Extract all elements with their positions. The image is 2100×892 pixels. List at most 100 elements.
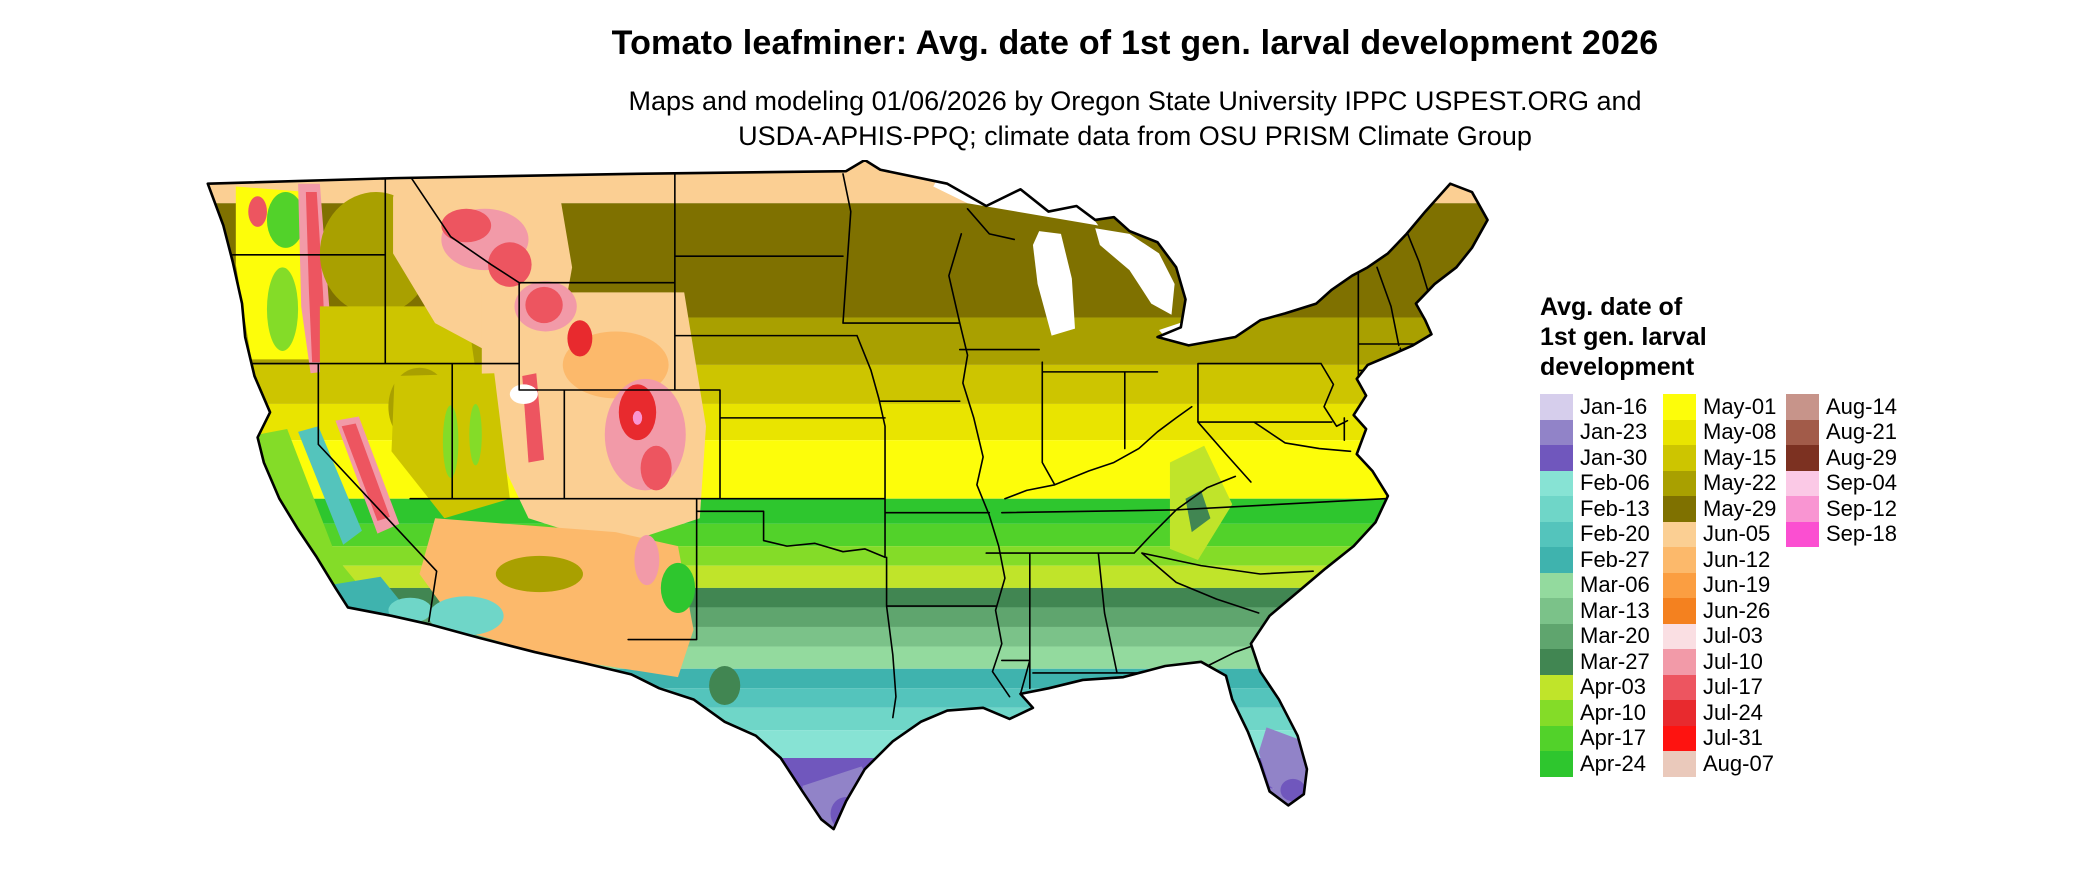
legend-entry: Sep-04	[1786, 470, 1900, 496]
colorado-peak-magenta	[632, 410, 643, 425]
page-subtitle: Maps and modeling 01/06/2026 by Oregon S…	[170, 84, 2100, 154]
nevada-ridge-green-east	[469, 403, 482, 466]
legend-entry: Jan-23	[1540, 419, 1654, 445]
legend-label: Feb-27	[1580, 546, 1650, 572]
legend-swatch-jul-03	[1663, 623, 1696, 649]
nevada-ridge-green-west	[442, 405, 459, 478]
legend-entry: Sep-12	[1786, 496, 1900, 522]
legend-label: Jul-10	[1703, 648, 1763, 674]
legend-entry: Mar-06	[1540, 572, 1654, 598]
legend-label: Aug-29	[1826, 444, 1897, 470]
legend-entry: Jan-16	[1540, 394, 1654, 420]
legend-entry: Jan-30	[1540, 445, 1654, 471]
california-central-valley-teal	[298, 426, 362, 545]
legend-swatch-may-08	[1663, 419, 1696, 445]
legend-entry: Jul-17	[1663, 674, 1777, 700]
legend-entry: Apr-17	[1540, 725, 1654, 751]
legend-label: Mar-13	[1580, 597, 1650, 623]
legend-label: Feb-13	[1580, 495, 1650, 521]
legend-swatch-jul-17	[1663, 674, 1696, 700]
legend-label: Apr-24	[1580, 750, 1647, 776]
state-borders	[233, 174, 1429, 718]
yellowstone-red	[525, 286, 563, 324]
legend-entry: Feb-20	[1540, 521, 1654, 547]
legend-label: Mar-27	[1580, 648, 1650, 674]
sierra-nevada-red	[341, 423, 390, 522]
legend-entry: Apr-10	[1540, 700, 1654, 726]
california-coast-green	[251, 429, 381, 629]
legend-swatch-jan-23	[1540, 419, 1573, 445]
willamette-valley-green	[266, 267, 299, 351]
legend-label: Jul-03	[1703, 623, 1763, 649]
legend-entry: Aug-07	[1663, 751, 1777, 777]
legend-entry: May-22	[1663, 470, 1777, 496]
legend-columns: Jan-16 Jan-23 Jan-30 Feb-06 Feb-13 Feb-20 Feb-…	[1540, 394, 1900, 777]
legend-entry: May-29	[1663, 496, 1777, 522]
legend-swatch-mar-13	[1540, 598, 1573, 624]
legend-column-1: Jan-16 Jan-23 Jan-30 Feb-06 Feb-13 Feb-20 Feb-…	[1540, 394, 1654, 777]
legend-swatch-jul-31	[1663, 725, 1696, 751]
legend-entry: Jun-05	[1663, 521, 1777, 547]
legend-entry: Aug-14	[1786, 394, 1900, 420]
legend-entry: Feb-13	[1540, 496, 1654, 522]
legend-swatch-may-22	[1663, 470, 1696, 496]
legend-label: Sep-18	[1826, 521, 1897, 547]
band-feb-06	[207, 730, 1488, 758]
legend-label: Apr-17	[1580, 725, 1647, 751]
legend-entry: Apr-03	[1540, 674, 1654, 700]
legend-swatch-jun-12	[1663, 547, 1696, 573]
legend-label: May-22	[1703, 470, 1777, 496]
legend-entry: Jun-26	[1663, 598, 1777, 624]
legend-entry: Jul-31	[1663, 725, 1777, 751]
legend-label: Aug-14	[1826, 393, 1897, 419]
legend-label: May-08	[1703, 419, 1777, 445]
legend-swatch-feb-13	[1540, 496, 1573, 522]
great-salt-lake	[509, 384, 538, 404]
legend-entry: Aug-21	[1786, 419, 1900, 445]
legend-column-2: May-01 May-08 May-15 May-22 May-29 Jun-05 Jun-…	[1663, 394, 1777, 777]
legend-label: Apr-10	[1580, 699, 1647, 725]
legend-swatch-mar-20	[1540, 623, 1573, 649]
legend-title-line-3: development	[1540, 353, 1695, 381]
legend-label: May-29	[1703, 495, 1777, 521]
legend-swatch-jul-10	[1663, 649, 1696, 675]
legend-swatch-jan-30	[1540, 445, 1573, 471]
legend-label: Mar-06	[1580, 572, 1650, 598]
us-choropleth-map	[200, 160, 1500, 850]
legend-swatch-mar-06	[1540, 572, 1573, 598]
legend-label: Sep-12	[1826, 495, 1897, 521]
legend-entry: Feb-06	[1540, 470, 1654, 496]
legend-entry: Mar-13	[1540, 598, 1654, 624]
legend-label: Jan-23	[1580, 419, 1648, 445]
legend-swatch-sep-04	[1786, 470, 1819, 496]
mogollon-rim-olive	[495, 555, 583, 593]
legend-entry: Aug-29	[1786, 445, 1900, 471]
northern-rockies-red-east	[488, 242, 532, 287]
lake-michigan	[1032, 231, 1075, 336]
band-apr-24	[207, 498, 1488, 524]
legend-label: Jun-19	[1703, 572, 1771, 598]
map-fill-layer	[207, 160, 1488, 830]
northern-rockies-red-west	[441, 208, 492, 243]
legend-swatch-may-29	[1663, 496, 1696, 522]
legend-title: Avg. date of 1st gen. larval development	[1540, 292, 1900, 382]
legend-swatch-apr-17	[1540, 725, 1573, 751]
legend-swatch-sep-18	[1786, 521, 1819, 547]
subtitle-line-2: USDA-APHIS-PPQ; climate data from OSU PR…	[738, 121, 1532, 151]
us-outline	[208, 160, 1488, 829]
legend-entry: Jul-10	[1663, 649, 1777, 675]
legend-label: Jun-12	[1703, 546, 1771, 572]
band-mar-06	[207, 646, 1488, 669]
legend-swatch-feb-27	[1540, 547, 1573, 573]
legend-entry: May-15	[1663, 445, 1777, 471]
legend-entry: Mar-27	[1540, 649, 1654, 675]
legend-swatch-mar-27	[1540, 649, 1573, 675]
legend-label: May-15	[1703, 444, 1777, 470]
legend-swatch-jun-05	[1663, 521, 1696, 547]
legend-swatch-apr-24	[1540, 751, 1573, 777]
legend-entry: Jul-24	[1663, 700, 1777, 726]
band-feb-13	[207, 707, 1488, 731]
legend-swatch-jul-24	[1663, 700, 1696, 726]
lake-ontario	[1252, 272, 1328, 305]
map-legend: Avg. date of 1st gen. larval development…	[1540, 292, 1900, 777]
